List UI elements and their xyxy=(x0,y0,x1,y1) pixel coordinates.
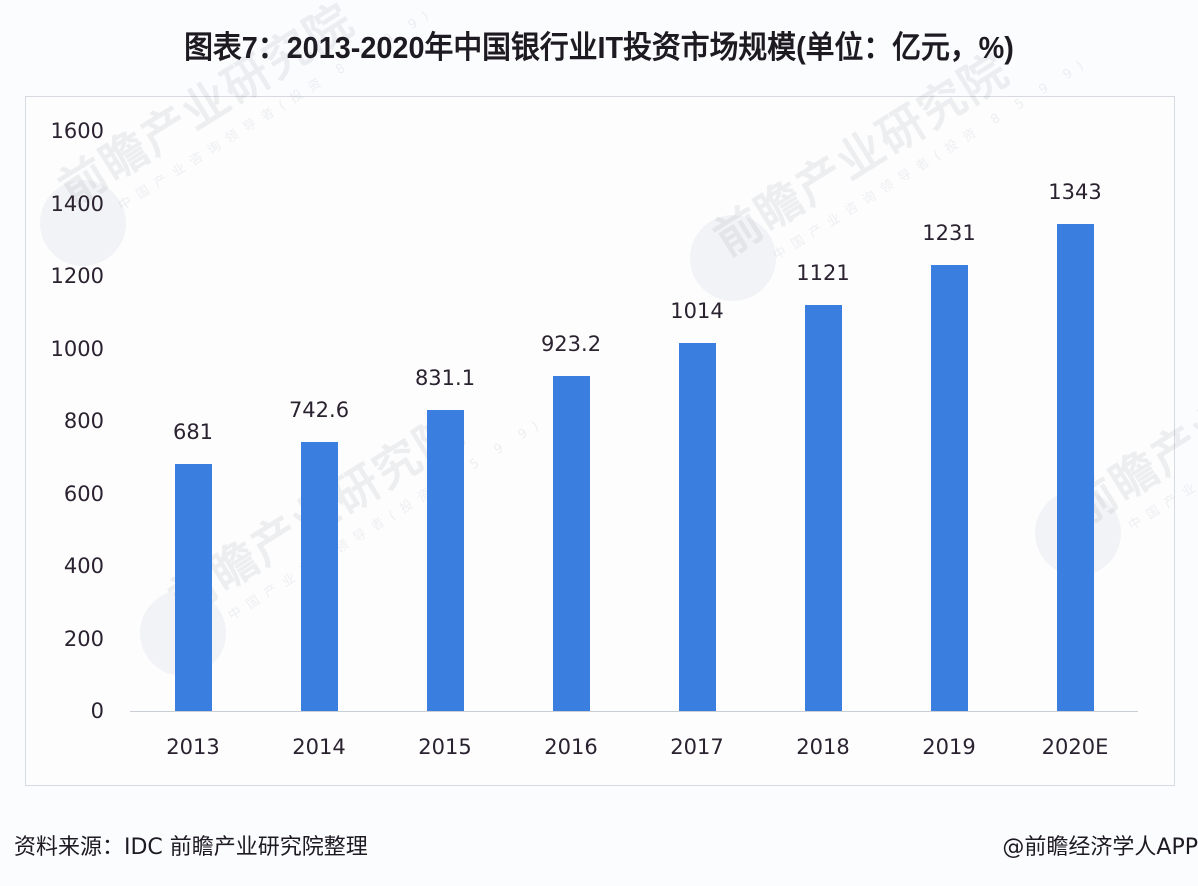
bar-value-label: 1231 xyxy=(922,220,976,245)
x-tick-label: 2015 xyxy=(418,735,472,759)
credit-note: @前瞻经济学人APP xyxy=(1002,835,1198,860)
x-tick-label: 2013 xyxy=(166,735,220,759)
bar-2019 xyxy=(930,264,968,711)
bar-value-label: 742.6 xyxy=(288,397,350,422)
chart-title: 图表7：2013-2020年中国银行业IT投资市场规模(单位：亿元，%) xyxy=(184,30,1014,65)
x-tick-label: 2014 xyxy=(292,735,346,759)
y-tick-label: 400 xyxy=(63,554,104,578)
bar-2020E xyxy=(1056,224,1094,711)
x-tick-label: 2016 xyxy=(544,735,598,759)
bar-value-label: 1343 xyxy=(1048,180,1102,205)
x-tick-label: 2018 xyxy=(796,735,850,759)
bar-2018 xyxy=(804,304,842,711)
bar-2014 xyxy=(300,441,338,711)
x-tick-label: 2019 xyxy=(922,735,976,759)
bar-2017 xyxy=(678,343,716,711)
x-tick-label: 2017 xyxy=(670,735,724,759)
y-tick-label: 1200 xyxy=(50,264,104,288)
y-tick-label: 600 xyxy=(63,481,104,506)
y-tick-label: 1400 xyxy=(50,191,104,216)
chart-area xyxy=(25,96,1175,786)
x-axis-line xyxy=(130,711,1138,712)
y-tick-label: 200 xyxy=(63,626,104,651)
bar-value-label: 1014 xyxy=(670,299,724,324)
bar-value-label: 831.1 xyxy=(414,365,476,390)
y-tick-label: 800 xyxy=(63,409,104,433)
bar-2013 xyxy=(174,464,212,711)
x-tick-label: 2020E xyxy=(1041,735,1109,759)
bar-value-label: 681 xyxy=(172,420,214,445)
bar-value-label: 1121 xyxy=(796,260,850,285)
bar-2016 xyxy=(552,376,590,711)
y-tick-label: 1600 xyxy=(50,119,104,143)
y-tick-label: 0 xyxy=(90,699,104,723)
bar-2015 xyxy=(426,409,464,711)
source-note: 资料来源：IDC 前瞻产业研究院整理 xyxy=(14,835,368,860)
y-tick-label: 1000 xyxy=(50,336,104,361)
bar-value-label: 923.2 xyxy=(540,332,602,357)
